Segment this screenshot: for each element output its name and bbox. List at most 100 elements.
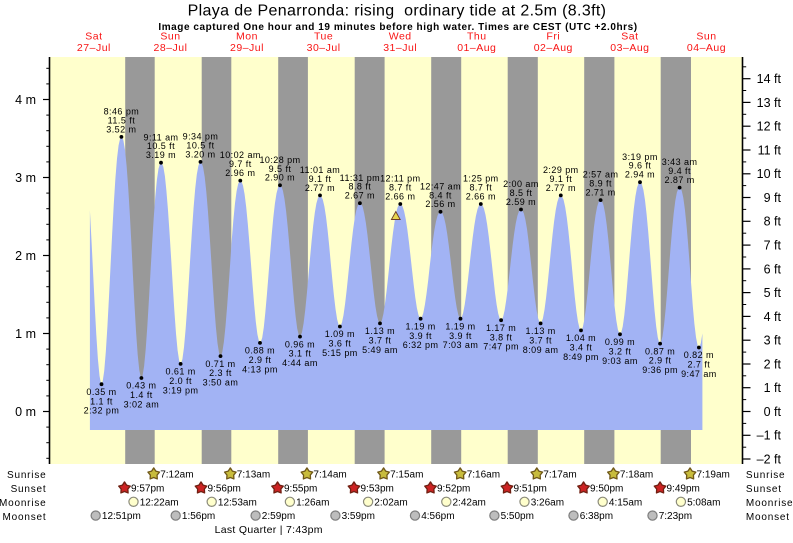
- svg-text:3.4 ft: 3.4 ft: [570, 343, 593, 353]
- svg-text:12:11 pm: 12:11 pm: [380, 174, 420, 184]
- svg-text:10 ft: 10 ft: [757, 167, 782, 181]
- svg-text:9:51pm: 9:51pm: [514, 484, 547, 495]
- svg-text:0.96 m: 0.96 m: [285, 339, 315, 349]
- svg-text:10:28 pm: 10:28 pm: [259, 155, 300, 165]
- svg-text:6:32 pm: 6:32 pm: [403, 340, 439, 350]
- svg-text:1.09 m: 1.09 m: [325, 329, 355, 339]
- svg-text:–1 ft: –1 ft: [757, 429, 782, 443]
- svg-text:2.66 m: 2.66 m: [466, 191, 496, 201]
- svg-text:10.5 ft: 10.5 ft: [147, 141, 175, 151]
- svg-text:9:57pm: 9:57pm: [131, 484, 164, 495]
- svg-text:1.13 m: 1.13 m: [365, 326, 395, 336]
- svg-text:2.87 m: 2.87 m: [664, 175, 694, 185]
- svg-text:2.67 m: 2.67 m: [345, 191, 375, 201]
- svg-text:Last Quarter | 7:43pm: Last Quarter | 7:43pm: [215, 524, 323, 536]
- svg-text:7:23pm: 7:23pm: [659, 511, 692, 522]
- svg-text:Sun: Sun: [160, 30, 180, 42]
- svg-text:9:47 am: 9:47 am: [681, 369, 717, 379]
- svg-text:11:31 pm: 11:31 pm: [340, 173, 380, 183]
- svg-text:27–Jul: 27–Jul: [77, 42, 111, 54]
- svg-text:11:01 am: 11:01 am: [300, 165, 340, 175]
- svg-text:2:57 am: 2:57 am: [583, 170, 619, 180]
- svg-text:28–Jul: 28–Jul: [154, 42, 188, 54]
- svg-text:9:56pm: 9:56pm: [208, 484, 241, 495]
- svg-text:14 ft: 14 ft: [757, 72, 782, 86]
- svg-text:3.8 ft: 3.8 ft: [490, 332, 513, 342]
- svg-text:1:26am: 1:26am: [296, 497, 329, 508]
- svg-text:Sat: Sat: [621, 30, 638, 42]
- svg-text:Moonrise: Moonrise: [0, 498, 47, 509]
- svg-text:7:03 am: 7:03 am: [443, 340, 479, 350]
- svg-text:0.35 m: 0.35 m: [86, 387, 116, 397]
- svg-text:0.61 m: 0.61 m: [165, 367, 195, 377]
- svg-text:0.43 m: 0.43 m: [126, 381, 156, 391]
- svg-text:8.5 ft: 8.5 ft: [510, 188, 533, 198]
- svg-text:3:59pm: 3:59pm: [342, 511, 375, 522]
- svg-text:3:26am: 3:26am: [531, 497, 564, 508]
- svg-text:1:56pm: 1:56pm: [182, 511, 215, 522]
- svg-text:5:15 pm: 5:15 pm: [322, 348, 358, 358]
- svg-text:10:02 am: 10:02 am: [220, 150, 261, 160]
- svg-text:3.52 m: 3.52 m: [106, 124, 136, 134]
- svg-text:29–Jul: 29–Jul: [230, 42, 264, 54]
- svg-text:7:14am: 7:14am: [313, 470, 346, 481]
- svg-text:2:42am: 2:42am: [453, 497, 486, 508]
- svg-text:8.4 ft: 8.4 ft: [429, 190, 452, 200]
- svg-text:0.88 m: 0.88 m: [245, 346, 275, 356]
- svg-text:2.9 ft: 2.9 ft: [249, 355, 272, 365]
- svg-text:9.6 ft: 9.6 ft: [629, 161, 652, 171]
- svg-text:–2 ft: –2 ft: [757, 452, 782, 466]
- svg-text:6:38pm: 6:38pm: [580, 511, 613, 522]
- svg-text:4:15am: 4:15am: [609, 497, 642, 508]
- svg-text:Tue: Tue: [314, 30, 333, 42]
- svg-text:Sat: Sat: [85, 30, 102, 42]
- svg-text:0.71 m: 0.71 m: [205, 359, 235, 369]
- svg-text:3.7 ft: 3.7 ft: [369, 336, 392, 346]
- svg-text:9.5 ft: 9.5 ft: [269, 164, 292, 174]
- svg-text:8.9 ft: 8.9 ft: [589, 179, 612, 189]
- svg-text:10.5 ft: 10.5 ft: [186, 140, 214, 150]
- svg-text:1.04 m: 1.04 m: [566, 333, 596, 343]
- svg-text:9:50pm: 9:50pm: [590, 484, 623, 495]
- svg-text:3.9 ft: 3.9 ft: [449, 331, 472, 341]
- svg-text:12:22am: 12:22am: [140, 497, 179, 508]
- svg-text:Sunset: Sunset: [746, 484, 782, 495]
- svg-text:2.77 m: 2.77 m: [546, 183, 576, 193]
- svg-text:5 ft: 5 ft: [764, 286, 782, 300]
- svg-text:8 ft: 8 ft: [764, 215, 782, 229]
- svg-text:9.7 ft: 9.7 ft: [229, 159, 252, 169]
- svg-text:Moonset: Moonset: [3, 512, 47, 523]
- svg-text:2 ft: 2 ft: [764, 357, 782, 371]
- svg-text:2 m: 2 m: [15, 249, 36, 263]
- svg-text:13 ft: 13 ft: [757, 96, 782, 110]
- svg-text:Sun: Sun: [696, 30, 716, 42]
- svg-text:11.5 ft: 11.5 ft: [108, 115, 136, 125]
- svg-text:0.99 m: 0.99 m: [605, 337, 635, 347]
- svg-text:7:47 pm: 7:47 pm: [483, 342, 519, 352]
- svg-text:3:19 pm: 3:19 pm: [163, 385, 199, 395]
- svg-text:3:43 am: 3:43 am: [662, 157, 698, 167]
- svg-text:01–Aug: 01–Aug: [457, 42, 496, 54]
- svg-text:2.7 ft: 2.7 ft: [688, 360, 711, 370]
- svg-text:4:56pm: 4:56pm: [421, 511, 454, 522]
- svg-text:30–Jul: 30–Jul: [307, 42, 341, 54]
- svg-text:4 ft: 4 ft: [764, 310, 782, 324]
- svg-text:2.71 m: 2.71 m: [585, 188, 615, 198]
- svg-text:2.94 m: 2.94 m: [625, 170, 655, 180]
- svg-text:3 ft: 3 ft: [764, 334, 782, 348]
- svg-text:Moonset: Moonset: [746, 512, 790, 523]
- svg-text:7:19am: 7:19am: [697, 470, 730, 481]
- svg-text:12:51pm: 12:51pm: [102, 511, 141, 522]
- svg-text:1.17 m: 1.17 m: [486, 323, 516, 333]
- svg-text:9:55pm: 9:55pm: [284, 484, 317, 495]
- svg-text:3.7 ft: 3.7 ft: [529, 336, 552, 346]
- svg-text:Image captured One hour and 19: Image captured One hour and 19 minutes b…: [158, 22, 637, 33]
- svg-text:2:29 pm: 2:29 pm: [543, 165, 579, 175]
- svg-text:Sunrise: Sunrise: [7, 470, 47, 481]
- svg-text:8:09 am: 8:09 am: [523, 345, 559, 355]
- svg-text:12:53am: 12:53am: [218, 497, 257, 508]
- svg-text:4 m: 4 m: [15, 93, 36, 107]
- svg-text:02–Aug: 02–Aug: [534, 42, 573, 54]
- svg-text:9:36 pm: 9:36 pm: [642, 365, 678, 375]
- svg-text:3:02 am: 3:02 am: [124, 400, 160, 410]
